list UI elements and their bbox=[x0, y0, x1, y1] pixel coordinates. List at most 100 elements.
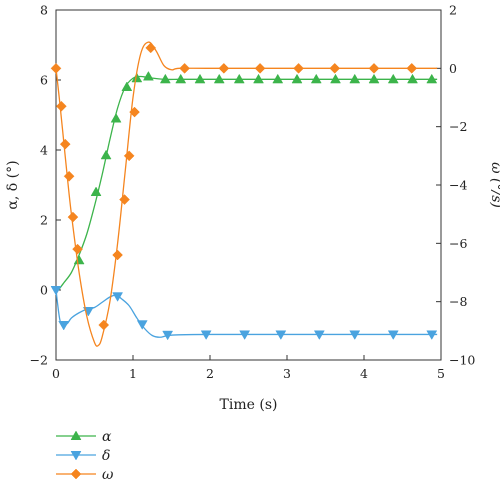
series-omega-point bbox=[67, 211, 79, 223]
series-omega-point bbox=[72, 243, 83, 255]
right-y-tick-label: −10 bbox=[449, 353, 475, 368]
series-alpha bbox=[55, 70, 438, 293]
series-omega-point bbox=[254, 62, 266, 74]
series-omega-point bbox=[50, 62, 62, 74]
series-omega-point bbox=[119, 194, 130, 205]
right-y-tick-label: −8 bbox=[449, 294, 467, 309]
right-y-tick: −10 bbox=[436, 353, 475, 368]
series-delta-point bbox=[349, 330, 361, 340]
left-axis-label: α, δ (°) bbox=[5, 160, 21, 209]
series-omega-line bbox=[55, 41, 438, 347]
x-tick: 2 bbox=[206, 355, 214, 381]
series-delta-point bbox=[136, 320, 148, 330]
series-delta-point bbox=[313, 330, 325, 340]
series-layer bbox=[50, 41, 438, 347]
legend-item-delta: δ bbox=[56, 448, 110, 464]
series-omega-point bbox=[112, 249, 123, 261]
left-y-tick-label: 4 bbox=[40, 143, 48, 158]
series-delta-line bbox=[55, 289, 438, 338]
series-alpha-point bbox=[110, 112, 122, 123]
series-alpha-point bbox=[131, 72, 143, 83]
series-omega-point bbox=[59, 138, 71, 150]
right-y-tick: 2 bbox=[436, 3, 457, 18]
series-omega-point bbox=[329, 62, 341, 74]
legend-marker bbox=[70, 430, 82, 440]
series-alpha-point bbox=[213, 73, 225, 84]
right-y-tick-label: −2 bbox=[449, 119, 467, 134]
x-tick: 5 bbox=[437, 355, 445, 381]
x-axis-ticks: 0 1 2 3 4 5 bbox=[52, 355, 445, 381]
series-omega-point bbox=[129, 106, 140, 118]
series-alpha-point bbox=[387, 73, 399, 84]
series-omega-point bbox=[123, 150, 135, 162]
series-alpha-point bbox=[426, 73, 438, 84]
legend-marker bbox=[70, 468, 82, 480]
right-y-tick-label: −6 bbox=[449, 236, 467, 251]
left-y-tick: −2 bbox=[30, 353, 61, 368]
series-delta-point bbox=[50, 286, 62, 296]
series-delta-point bbox=[200, 330, 212, 340]
series-omega-point bbox=[98, 319, 110, 331]
legend-marker bbox=[70, 451, 82, 461]
x-tick-label: 1 bbox=[129, 366, 137, 381]
series-alpha-point bbox=[368, 73, 380, 84]
series-alpha-point bbox=[194, 73, 206, 84]
series-alpha-point bbox=[100, 149, 112, 160]
right-y-tick: −8 bbox=[436, 294, 467, 309]
right-axis-label: ω (°/s) bbox=[488, 162, 500, 208]
series-alpha-line bbox=[55, 75, 438, 293]
x-tick-label: 4 bbox=[360, 366, 368, 381]
series-alpha-point bbox=[272, 73, 284, 84]
x-tick: 1 bbox=[129, 355, 137, 381]
left-y-tick-label: 0 bbox=[40, 283, 48, 298]
series-delta-point bbox=[387, 330, 399, 340]
legend-label: δ bbox=[102, 448, 110, 464]
series-omega-point bbox=[293, 62, 304, 74]
x-tick-label: 3 bbox=[283, 366, 291, 381]
right-y-tick-label: −4 bbox=[449, 178, 467, 193]
series-alpha-point bbox=[175, 73, 187, 84]
series-alpha-point bbox=[142, 70, 154, 81]
series-delta bbox=[50, 286, 438, 341]
x-tick-label: 2 bbox=[206, 366, 214, 381]
series-alpha-point bbox=[407, 73, 418, 84]
x-tick: 3 bbox=[283, 355, 291, 381]
right-y-tick-label: 2 bbox=[449, 3, 457, 18]
series-omega-point bbox=[179, 62, 190, 74]
right-y-tick: −4 bbox=[436, 178, 467, 193]
left-y-tick-label: 2 bbox=[40, 213, 48, 228]
series-delta-point bbox=[275, 330, 287, 340]
series-omega-point bbox=[145, 42, 157, 54]
x-tick: 0 bbox=[52, 355, 60, 381]
series-alpha-point bbox=[330, 73, 341, 84]
legend-label: α bbox=[102, 429, 112, 445]
series-alpha-point bbox=[253, 73, 264, 84]
right-y-tick-label: 0 bbox=[449, 61, 457, 76]
left-y-tick-label: 8 bbox=[40, 3, 48, 18]
right-y-tick: −6 bbox=[436, 236, 467, 251]
series-delta-point bbox=[112, 292, 124, 302]
series-alpha-point bbox=[73, 254, 85, 265]
x-tick-label: 5 bbox=[437, 366, 445, 381]
series-omega bbox=[50, 41, 438, 347]
left-axis-ticks: −2 0 2 4 6 8 bbox=[30, 3, 61, 368]
right-axis-ticks: −10 −8 −6 −4 −2 0 2 bbox=[436, 3, 475, 368]
x-axis-label: Time (s) bbox=[220, 397, 278, 413]
plot-frame bbox=[55, 9, 442, 361]
left-y-tick: 2 bbox=[40, 213, 61, 228]
legend-item-omega: ω bbox=[56, 467, 114, 483]
left-y-tick-label: 6 bbox=[40, 73, 48, 88]
x-tick: 4 bbox=[360, 355, 368, 381]
legend: αδω bbox=[56, 429, 114, 483]
right-y-tick: −2 bbox=[436, 119, 467, 134]
series-alpha-point bbox=[310, 73, 322, 84]
series-delta-point bbox=[239, 330, 251, 340]
series-delta-point bbox=[162, 330, 174, 341]
series-delta-point bbox=[426, 330, 438, 340]
legend-item-alpha: α bbox=[56, 429, 112, 445]
left-y-tick: 8 bbox=[40, 3, 61, 18]
series-alpha-point bbox=[349, 73, 361, 84]
series-omega-point bbox=[406, 62, 418, 74]
right-y-tick: 0 bbox=[436, 61, 457, 76]
